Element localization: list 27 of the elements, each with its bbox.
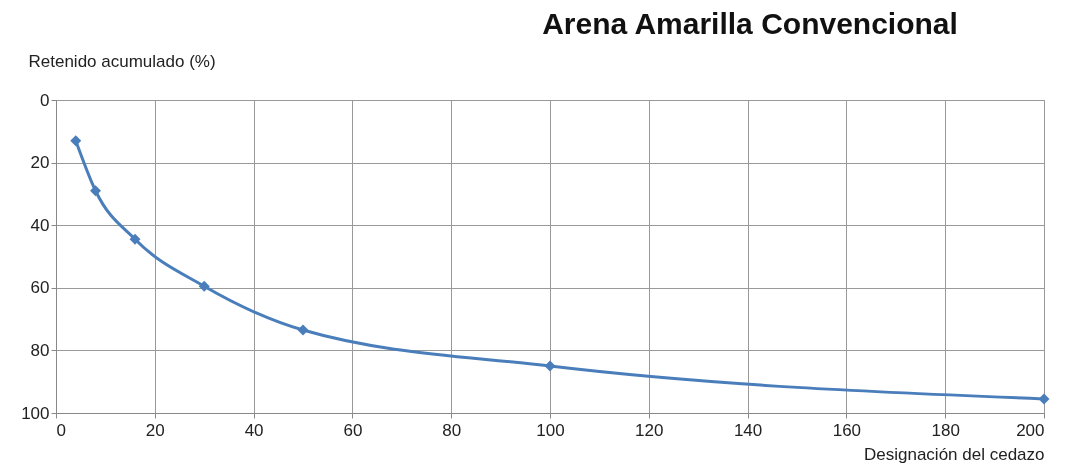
point	[198, 280, 210, 292]
point	[1038, 393, 1050, 405]
y-tick-label: 60	[30, 278, 50, 298]
x-tick-label: 40	[244, 420, 264, 440]
y-tick-label: 0	[40, 90, 50, 110]
point	[70, 135, 82, 147]
point	[129, 233, 141, 245]
point	[297, 324, 309, 336]
x-tick-label: 200	[1016, 420, 1045, 440]
x-tick-label: 60	[343, 420, 363, 440]
x-tick-label: 120	[635, 420, 664, 440]
x-tick-label: 80	[442, 420, 462, 440]
x-tick-label: 100	[536, 420, 565, 440]
x-tick-label: 160	[832, 420, 862, 440]
x-tick-label: 20	[145, 420, 165, 440]
y-axis-title: Retenido acumulado (%)	[28, 51, 216, 71]
chart-title: Arena Amarilla Convencional	[542, 7, 958, 40]
x-tick-label: 0	[56, 420, 66, 440]
x-tick-label: 140	[733, 420, 763, 440]
point	[90, 185, 101, 197]
point	[544, 360, 556, 372]
x-axis-title: Designación del cedazo	[863, 444, 1045, 464]
y-tick-label: 100	[21, 403, 50, 423]
y-tick-label: 80	[30, 340, 50, 360]
y-tick-label: 40	[30, 215, 50, 235]
x-tick-label: 180	[931, 420, 960, 440]
y-tick-label: 20	[30, 153, 50, 173]
